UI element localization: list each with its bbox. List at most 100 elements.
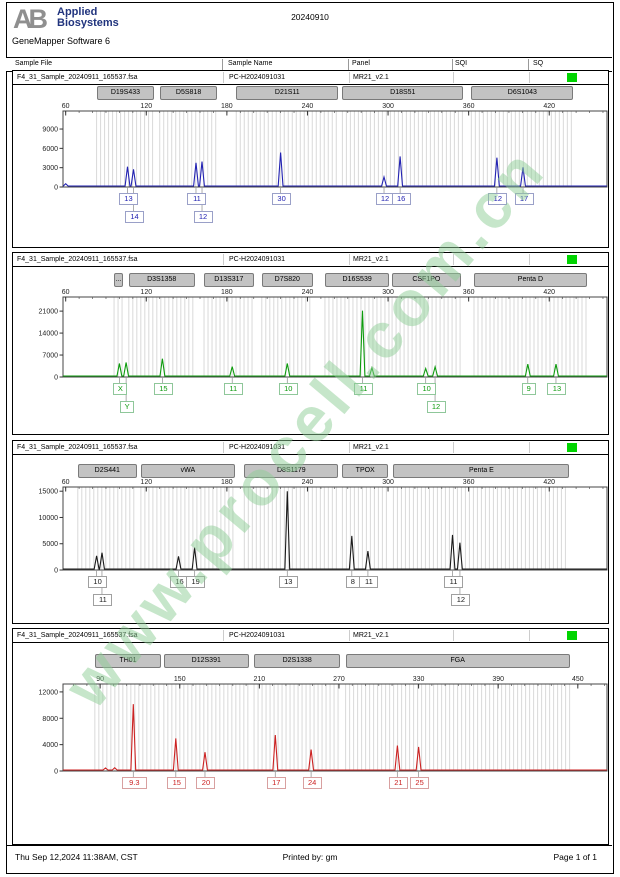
- panel-panel-name: MR21_v2.1: [353, 443, 389, 451]
- marker-bin-label: D18S51: [342, 86, 464, 100]
- column-divider: [349, 254, 350, 265]
- svg-text:420: 420: [543, 103, 555, 110]
- col-sq: SQ: [533, 60, 544, 67]
- svg-text:10000: 10000: [39, 515, 59, 522]
- column-divider: [223, 254, 224, 265]
- panel-sample-file: F4_31_Sample_20240911_165537.fsa: [17, 73, 138, 81]
- svg-text:150: 150: [174, 676, 186, 683]
- marker-bin-label: D8S1179: [244, 464, 339, 478]
- report-date-code: 20240910: [291, 12, 329, 22]
- marker-bin-label: D2S441: [77, 464, 137, 478]
- brand-line-1: Applied: [57, 6, 98, 18]
- allele-call-label: 12: [451, 594, 471, 606]
- allele-call-label: 8: [345, 576, 360, 588]
- svg-text:120: 120: [140, 479, 152, 486]
- svg-text:15000: 15000: [39, 489, 59, 496]
- allele-call-label: 11: [223, 383, 243, 395]
- svg-text:300: 300: [382, 479, 394, 486]
- svg-text:390: 390: [492, 676, 504, 683]
- svg-text:180: 180: [221, 103, 233, 110]
- svg-text:270: 270: [333, 676, 345, 683]
- marker-bin-label: D6S1043: [471, 86, 574, 100]
- sq-status-indicator: [567, 442, 577, 452]
- marker-bin-label: CSF1PO: [392, 273, 461, 287]
- allele-call-label: 30: [272, 193, 292, 205]
- column-divider: [453, 254, 454, 265]
- panel-panel-name: MR21_v2.1: [353, 73, 389, 81]
- marker-bin-label: D5S818: [159, 86, 218, 100]
- svg-text:12000: 12000: [39, 689, 59, 696]
- svg-text:8000: 8000: [42, 716, 58, 723]
- svg-text:120: 120: [140, 103, 152, 110]
- panel-sample-row: F4_31_Sample_20240911_165537.fsa PC-H2024…: [13, 629, 608, 643]
- marker-bin-label: TPOX: [342, 464, 389, 478]
- footer-datetime: Thu Sep 12,2024 11:38AM, CST: [15, 852, 138, 862]
- svg-text:3000: 3000: [42, 165, 58, 172]
- allele-call-label: 13: [278, 576, 298, 588]
- svg-text:180: 180: [221, 289, 233, 296]
- svg-text:0: 0: [54, 185, 58, 192]
- svg-text:300: 300: [382, 103, 394, 110]
- panel-panel-name: MR21_v2.1: [353, 255, 389, 263]
- svg-text:210: 210: [254, 676, 266, 683]
- allele-call-label: 11: [444, 576, 464, 588]
- allele-call-label: 20: [196, 777, 216, 789]
- svg-text:7000: 7000: [42, 353, 58, 360]
- svg-text:90: 90: [96, 676, 104, 683]
- svg-text:360: 360: [463, 103, 475, 110]
- allele-call-label: 9.3: [121, 777, 147, 789]
- allele-call-label: 11: [93, 594, 113, 606]
- column-divider: [223, 442, 224, 453]
- marker-bin-label: Penta E: [393, 464, 570, 478]
- svg-text:240: 240: [302, 479, 314, 486]
- allele-call-label: 14: [125, 211, 145, 223]
- panel-sample-name: PC-H2024091031: [229, 73, 286, 81]
- allele-call-label: X: [113, 383, 128, 395]
- trace-plot: 60 120 180 240 300 360 420 0 5000 10000 15000: [39, 479, 608, 594]
- svg-text:420: 420: [543, 289, 555, 296]
- svg-text:240: 240: [302, 289, 314, 296]
- panel-sample-file: F4_31_Sample_20240911_165537.fsa: [17, 631, 138, 639]
- panel-sample-name: PC-H2024091031: [229, 255, 286, 263]
- footer-printed-by: Printed by: gm: [282, 852, 338, 862]
- svg-text:450: 450: [572, 676, 584, 683]
- column-divider: [453, 72, 454, 83]
- allele-call-label: 19: [186, 576, 206, 588]
- marker-bin-label: vWA: [140, 464, 235, 478]
- trace-plot: 90 150 210 270 330 390 450 0 4000 8000 12000: [39, 676, 608, 777]
- svg-text:180: 180: [221, 479, 233, 486]
- allele-call-label: 16: [391, 193, 411, 205]
- electropherogram-panel-3: F4_31_Sample_20240911_165537.fsa PC-H2024…: [12, 440, 609, 624]
- app-title: GeneMapper Software 6: [12, 36, 111, 46]
- column-divider: [349, 72, 350, 83]
- svg-text:60: 60: [62, 479, 70, 486]
- allele-call-label: 13: [118, 193, 138, 205]
- trace-plot: 60 120 180 240 300 360 420 0 3000 6000 9000: [42, 103, 608, 211]
- allele-call-label: 12: [488, 193, 508, 205]
- panel-sample-file: F4_31_Sample_20240911_165537.fsa: [17, 255, 138, 263]
- allele-call-label: 17: [514, 193, 534, 205]
- marker-bin-label: D16S539: [324, 273, 390, 287]
- panel-sample-name: PC-H2024091031: [229, 631, 286, 639]
- allele-call-label: 15: [167, 777, 187, 789]
- col-sample-name: Sample Name: [228, 60, 273, 67]
- svg-text:300: 300: [382, 289, 394, 296]
- allele-call-label: 10: [88, 576, 108, 588]
- marker-bin-label: Penta D: [474, 273, 587, 287]
- allele-call-label: 12: [193, 211, 213, 223]
- brand-line-2: Biosystems: [57, 17, 119, 29]
- svg-text:4000: 4000: [42, 742, 58, 749]
- svg-text:5000: 5000: [42, 541, 58, 548]
- electropherogram-panel-4: F4_31_Sample_20240911_165537.fsa PC-H2024…: [12, 628, 609, 845]
- column-divider: [529, 72, 530, 83]
- panel-sample-name: PC-H2024091031: [229, 443, 286, 451]
- allele-call-label: 15: [153, 383, 173, 395]
- footer-divider: [6, 845, 612, 846]
- marker-bin-label: D13S317: [204, 273, 254, 287]
- marker-bin-label: D19S433: [96, 86, 155, 100]
- svg-text:0: 0: [54, 769, 58, 776]
- panel-panel-name: MR21_v2.1: [353, 631, 389, 639]
- marker-bin-label: D21S11: [236, 86, 339, 100]
- col-panel: Panel: [352, 60, 370, 67]
